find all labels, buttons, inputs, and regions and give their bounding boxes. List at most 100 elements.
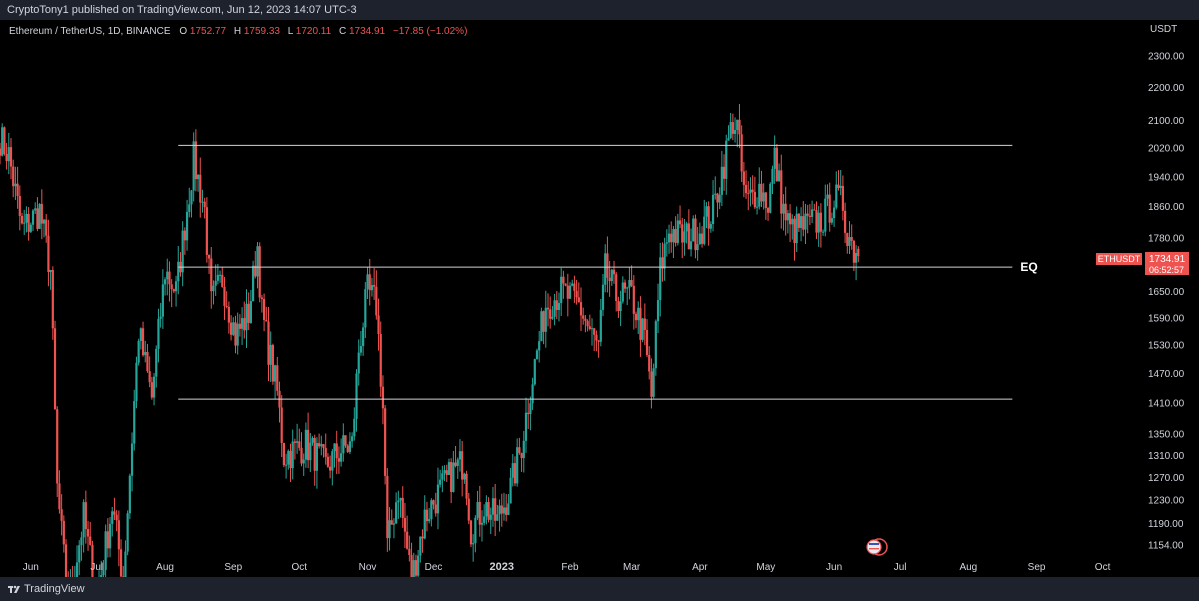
- price-axis[interactable]: USDT 1154.00 1190.00 1230.00 1270.00 1310.00…: [1148, 24, 1185, 552]
- price-tag-price: 1734.91: [1149, 254, 1186, 265]
- candle-body: [685, 223, 688, 232]
- candle-body: [656, 300, 660, 322]
- candle-body: [549, 309, 552, 319]
- candle-body: [381, 386, 385, 409]
- candle-body: [141, 328, 145, 356]
- level-label: EQ: [1020, 260, 1037, 274]
- candle-body: [551, 316, 554, 319]
- candle-body: [322, 444, 325, 448]
- candle-body: [221, 274, 224, 287]
- x-tick-label: Sep: [224, 562, 242, 573]
- candle-body: [137, 340, 140, 363]
- candle-body: [848, 237, 851, 246]
- candle-body: [64, 544, 68, 587]
- symbol-tag-bg: [1096, 253, 1142, 265]
- candle-body: [395, 502, 398, 524]
- us-flag-icon[interactable]: [866, 538, 888, 556]
- candle-body: [289, 450, 292, 469]
- candle-body: [731, 122, 734, 134]
- candle-body: [496, 514, 499, 521]
- candle-body: [188, 204, 191, 212]
- y-tick-label: 1350.00: [1148, 429, 1185, 440]
- candle-body: [403, 518, 407, 532]
- candle-body: [604, 253, 607, 285]
- candle-body: [399, 497, 402, 501]
- candle-body: [5, 153, 8, 162]
- candle-body: [388, 520, 391, 539]
- candle-body: [786, 213, 789, 221]
- candle-body: [740, 134, 743, 172]
- candle-body: [736, 119, 739, 130]
- candle-body: [487, 502, 490, 520]
- candle-body: [232, 322, 235, 335]
- candle-body: [185, 211, 189, 241]
- candle-body: [458, 451, 462, 460]
- candle-body: [566, 285, 569, 299]
- candle-body: [557, 302, 561, 310]
- candle-body: [421, 536, 424, 539]
- candle-body: [824, 198, 827, 232]
- candle-body: [810, 209, 814, 217]
- candle-body: [509, 477, 512, 504]
- y-tick-label: 1530.00: [1148, 341, 1185, 352]
- candle-body: [780, 170, 783, 214]
- candle-body: [53, 328, 57, 410]
- candle-body: [714, 193, 717, 195]
- candle-body: [586, 320, 589, 327]
- candle-body: [846, 232, 849, 246]
- candle-body: [654, 321, 657, 369]
- candle-body: [351, 436, 354, 442]
- candle-body: [485, 502, 488, 517]
- chart-area[interactable]: Ethereum / TetherUS, 1D, BINANCE O 1752.…: [0, 20, 1199, 601]
- candle-body: [698, 233, 701, 245]
- candle-body: [571, 283, 574, 286]
- candle-body: [804, 213, 807, 230]
- x-tick-label: Mar: [623, 562, 641, 573]
- candle-body: [428, 519, 431, 522]
- candle-body: [291, 441, 294, 469]
- candle-body: [307, 429, 310, 461]
- candle-body: [362, 327, 365, 347]
- candle-body: [315, 443, 319, 471]
- candle-body: [678, 220, 682, 225]
- tradingview-brand[interactable]: TradingView: [24, 583, 85, 595]
- candle-body: [727, 138, 730, 141]
- candle-body: [826, 194, 829, 199]
- candle-body: [216, 274, 219, 281]
- candle-body: [181, 230, 184, 273]
- candle-body: [788, 213, 792, 225]
- candle-body: [436, 484, 440, 514]
- candle-body: [29, 224, 32, 232]
- candle-body: [20, 215, 24, 224]
- candle-body: [505, 507, 508, 515]
- candle-body: [51, 270, 54, 329]
- candle-body: [342, 435, 345, 454]
- candle-body: [747, 193, 750, 195]
- candle-body: [546, 307, 550, 310]
- candle-body: [544, 307, 547, 332]
- candle-body: [687, 223, 690, 250]
- candle-body: [564, 283, 567, 286]
- candle-body: [632, 285, 635, 314]
- candle-body: [80, 537, 83, 546]
- y-tick-label: 1410.00: [1148, 399, 1185, 410]
- candle-body: [364, 289, 367, 328]
- time-axis[interactable]: Jun Jul Aug Sep Oct Nov Dec 2023 Feb Mar Apr May Jun…: [23, 561, 1111, 573]
- candle-body: [269, 344, 272, 365]
- candle-body: [251, 265, 255, 302]
- candle-body: [201, 201, 204, 203]
- candle-body: [498, 505, 501, 515]
- candle-body: [608, 277, 611, 282]
- candle-body: [377, 315, 380, 335]
- candle-body: [366, 274, 369, 290]
- publish-bar: CryptoTony1 published on TradingView.com…: [0, 0, 1199, 20]
- candle-body: [729, 122, 732, 139]
- candle-body: [819, 212, 822, 232]
- candle-body: [652, 368, 655, 397]
- candle-body: [210, 258, 213, 292]
- price-chart[interactable]: Ethereum / TetherUS, 1D, BINANCE O 1752.…: [0, 20, 1199, 601]
- candle-body: [410, 555, 413, 585]
- tradingview-logo-icon[interactable]: [7, 582, 21, 596]
- candle-body: [835, 184, 838, 208]
- candle-body: [223, 286, 226, 306]
